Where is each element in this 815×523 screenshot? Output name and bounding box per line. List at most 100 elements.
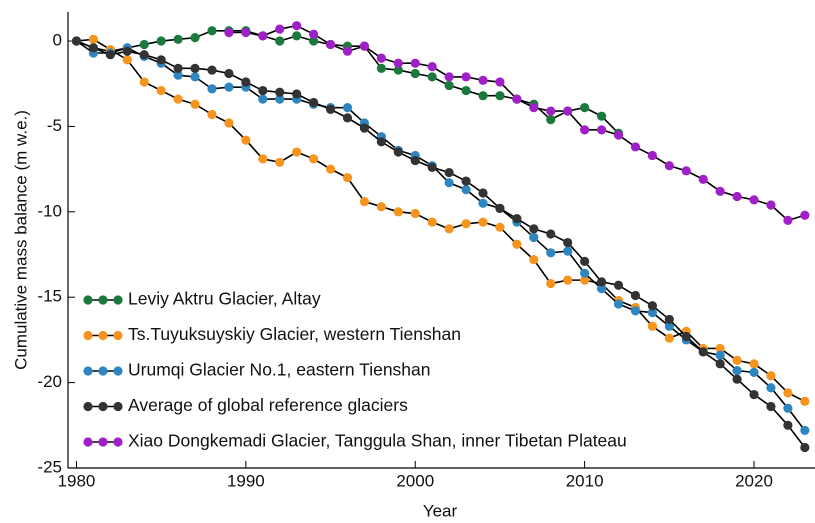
data-point <box>563 246 573 256</box>
data-point <box>325 39 336 50</box>
data-point <box>664 321 674 331</box>
data-point <box>580 125 590 135</box>
data-point <box>376 137 386 147</box>
data-point <box>715 343 725 354</box>
data-point <box>122 46 132 56</box>
data-point <box>88 34 99 44</box>
legend-label: Xiao Dongkemadi Glacier, Tanggula Shan, … <box>128 431 627 451</box>
data-point <box>258 85 268 96</box>
data-point <box>444 167 454 178</box>
data-point <box>529 255 539 265</box>
data-point <box>156 55 166 65</box>
data-point <box>190 33 200 43</box>
data-point <box>461 176 471 186</box>
data-point <box>393 65 403 75</box>
data-point <box>410 58 420 68</box>
data-point <box>258 31 268 41</box>
data-point <box>275 24 285 34</box>
data-point <box>546 229 556 239</box>
data-point <box>292 147 302 157</box>
data-point <box>749 195 759 205</box>
data-point <box>292 89 302 99</box>
data-point <box>444 224 454 234</box>
data-point <box>529 224 539 234</box>
data-point <box>698 347 708 357</box>
legend-swatch-marker <box>113 295 123 305</box>
data-point <box>681 166 691 176</box>
data-point <box>715 186 725 196</box>
data-point <box>800 425 810 436</box>
data-point <box>88 43 99 53</box>
data-point <box>224 68 234 79</box>
data-point <box>342 103 353 113</box>
data-point <box>613 299 624 309</box>
data-point <box>393 207 403 217</box>
data-point <box>275 157 285 167</box>
data-point <box>613 280 624 290</box>
data-point <box>309 154 319 164</box>
data-point <box>647 301 657 311</box>
data-point <box>529 232 539 243</box>
data-point <box>715 350 725 360</box>
data-point <box>275 87 285 97</box>
data-point <box>630 142 641 152</box>
data-point <box>800 210 810 220</box>
y-tick-label: -20 <box>37 372 62 391</box>
data-point <box>681 331 691 342</box>
data-point <box>309 97 319 108</box>
data-point <box>732 191 742 202</box>
data-point <box>596 277 607 287</box>
data-point <box>461 72 471 82</box>
data-point <box>495 77 505 87</box>
data-point <box>393 147 403 157</box>
data-point <box>495 203 505 214</box>
data-point <box>461 185 471 195</box>
data-point <box>207 65 217 75</box>
legend-swatch-marker <box>98 295 108 305</box>
data-point <box>139 39 149 50</box>
legend-label: Average of global reference glaciers <box>128 395 408 415</box>
x-axis-label: Year <box>423 501 458 520</box>
data-point <box>546 114 556 125</box>
data-point <box>630 306 641 316</box>
data-point <box>461 219 471 229</box>
y-axis-label: Cumulative mass balance (m w.e.) <box>11 110 30 370</box>
legend-swatch-marker <box>83 401 93 412</box>
data-point <box>241 77 251 87</box>
data-point <box>732 355 742 366</box>
data-point <box>359 123 370 133</box>
data-point <box>495 222 505 232</box>
data-point <box>664 314 674 325</box>
data-point <box>766 401 776 412</box>
data-point <box>105 50 115 60</box>
data-point <box>749 367 759 377</box>
data-point <box>444 72 454 82</box>
x-tick-label: 2000 <box>396 471 434 490</box>
data-point <box>427 162 437 173</box>
data-point <box>749 389 759 400</box>
data-point <box>444 80 454 91</box>
data-point <box>309 36 319 46</box>
data-point <box>664 161 674 171</box>
data-point <box>783 215 793 225</box>
x-tick-label: 2010 <box>566 471 604 490</box>
data-point <box>292 21 302 31</box>
data-point <box>207 26 217 36</box>
legend-swatch-marker <box>113 366 123 376</box>
legend-swatch-marker <box>113 401 123 412</box>
legend-swatch-marker <box>83 330 93 341</box>
data-point <box>766 383 776 393</box>
legend-label: Urumqi Glacier No.1, eastern Tienshan <box>128 360 431 380</box>
data-point <box>698 174 708 184</box>
data-point <box>783 420 793 430</box>
data-point <box>410 68 420 79</box>
data-point <box>478 188 488 198</box>
data-point <box>495 91 505 101</box>
data-point <box>173 94 183 104</box>
data-point <box>258 94 268 104</box>
data-point <box>800 442 810 453</box>
data-point <box>376 63 386 73</box>
data-point <box>139 77 149 87</box>
data-point <box>766 371 776 381</box>
data-point <box>292 31 302 41</box>
